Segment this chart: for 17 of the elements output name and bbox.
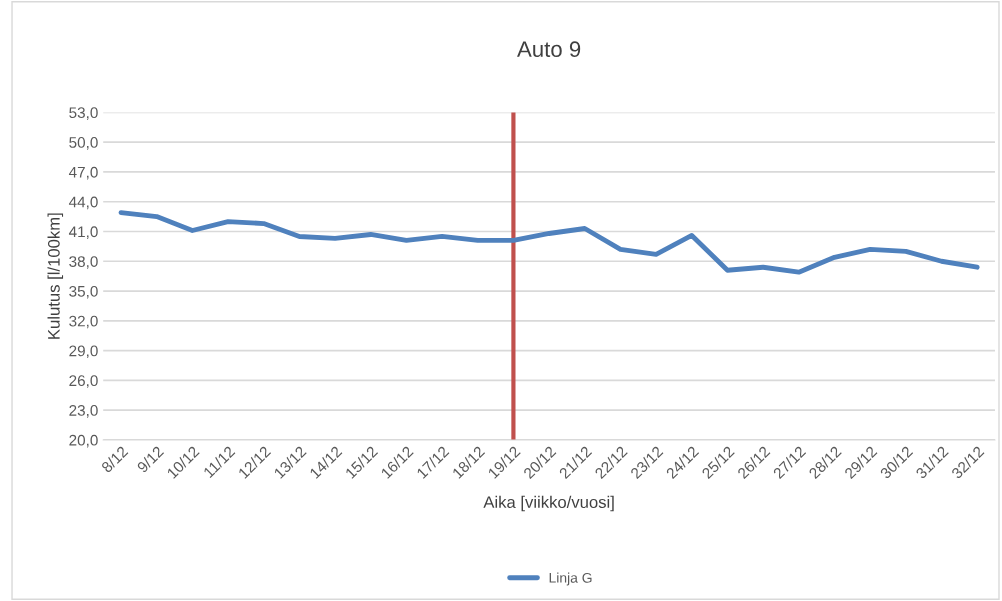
y-tick-label: 50,0 bbox=[69, 137, 98, 150]
y-tick-label: 53,0 bbox=[69, 107, 98, 120]
y-axis-title: Kulutus [l/100km] bbox=[47, 213, 64, 339]
x-axis-title: Aika [viikko/vuosi] bbox=[483, 495, 614, 512]
legend-label: Linja G bbox=[549, 572, 592, 586]
line-series bbox=[118, 210, 980, 275]
chart-title: Auto 9 bbox=[517, 41, 581, 58]
y-tick-label: 35,0 bbox=[69, 285, 98, 299]
y-tick-label: 32,0 bbox=[69, 315, 98, 329]
y-tick-label: 26,0 bbox=[69, 375, 98, 388]
y-tick-label: 29,0 bbox=[69, 345, 98, 359]
y-tick-label: 38,0 bbox=[69, 256, 98, 269]
y-tick-label: 44,0 bbox=[68, 196, 98, 210]
y-tick-label: 47,0 bbox=[68, 166, 98, 180]
y-tick-label: 20,0 bbox=[69, 434, 98, 448]
y-tick-label: 41,0 bbox=[68, 226, 98, 239]
y-tick-label: 23,0 bbox=[69, 405, 98, 418]
